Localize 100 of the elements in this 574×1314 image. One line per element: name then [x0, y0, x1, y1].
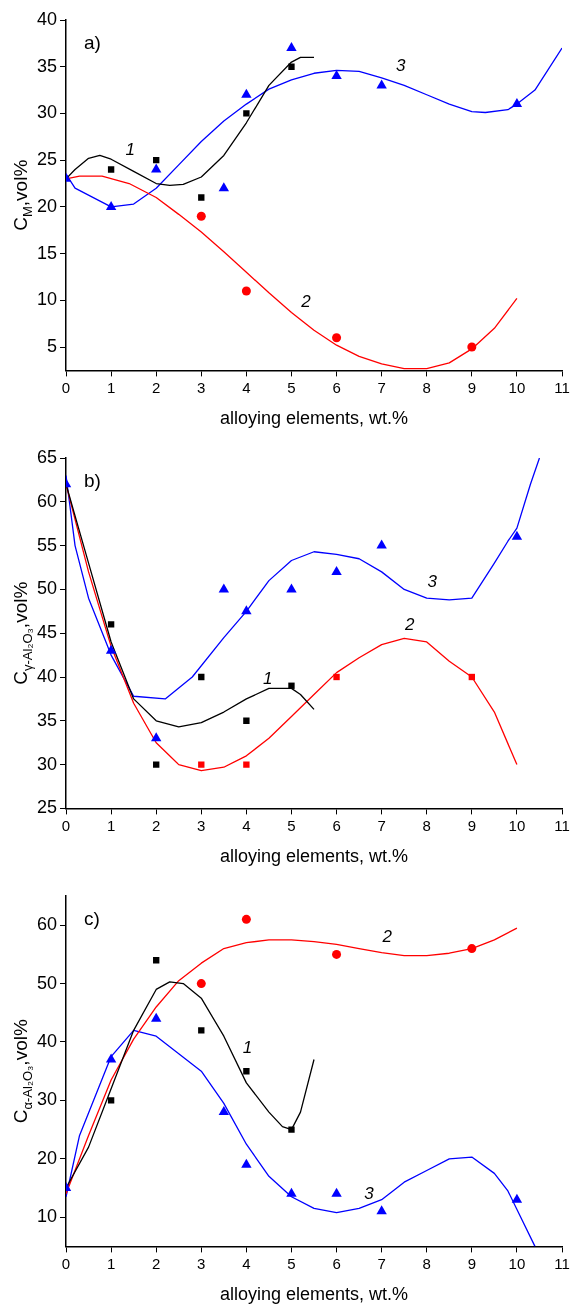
point: [288, 682, 295, 689]
point: [241, 88, 252, 98]
point: [196, 211, 206, 221]
point: [467, 342, 477, 352]
x-axis-title: alloying elements, wt.%: [219, 408, 409, 429]
point: [286, 1187, 297, 1197]
x-axis-title: alloying elements, wt.%: [219, 1284, 409, 1305]
y-tick-label: 30: [36, 1089, 58, 1110]
point: [241, 286, 251, 296]
point: [376, 539, 387, 549]
point: [286, 42, 297, 52]
point: [332, 949, 342, 959]
x-tick-label: 3: [197, 1254, 206, 1272]
annotation: 2: [300, 291, 312, 311]
point: [511, 530, 523, 540]
point: [241, 914, 251, 924]
y-tick-label: 40: [36, 1030, 58, 1051]
y-tick-label: 50: [36, 972, 58, 993]
point: [243, 717, 250, 724]
x-tick-label: 0: [61, 1254, 71, 1272]
annotation: 3: [427, 572, 438, 592]
point: [243, 761, 250, 768]
point: [241, 1158, 252, 1168]
x-tick-label: 11: [554, 816, 570, 834]
y-tick-label: 30: [36, 102, 58, 123]
y-tick-label: 45: [36, 622, 58, 643]
point: [105, 644, 117, 654]
x-tick-label: 0: [61, 816, 71, 834]
point: [243, 110, 250, 117]
point: [467, 944, 477, 954]
annotation: 1: [262, 669, 273, 689]
x-tick-label: 5: [287, 378, 296, 396]
point: [198, 1027, 205, 1034]
x-tick-label: 10: [508, 1254, 526, 1272]
x-tick-label: 4: [242, 1254, 251, 1272]
point: [107, 1097, 115, 1104]
x-tick-label: 7: [377, 1254, 386, 1272]
annotation: a): [84, 32, 101, 54]
x-tick-label: 11: [554, 378, 570, 396]
y-tick-label: 35: [36, 709, 58, 730]
annotation: 3: [395, 56, 406, 76]
x-tick-label: 2: [152, 816, 161, 834]
x-tick-label: 8: [422, 1254, 431, 1272]
x-tick-label: 6: [332, 1254, 341, 1272]
x-tick-label: 8: [422, 816, 431, 834]
annotation: 2: [381, 927, 393, 947]
x-tick-label: 6: [332, 816, 341, 834]
y-tick-label: 35: [36, 55, 58, 76]
y-axis-title: Cγ-Al₂O₃,vol%: [10, 581, 35, 685]
y-tick-label: 20: [36, 1147, 58, 1168]
y-tick-label: 15: [36, 242, 58, 263]
point: [218, 1106, 230, 1116]
point: [243, 1068, 250, 1075]
x-tick-label: 1: [106, 1254, 116, 1272]
point: [151, 1012, 162, 1022]
annotation: 2: [403, 615, 415, 635]
y-tick-label: 10: [36, 1206, 58, 1227]
y-tick-label: 50: [36, 578, 58, 599]
x-tick-label: 9: [467, 816, 476, 834]
x-tick-label: 10: [508, 378, 526, 396]
x-tick-label: 9: [467, 1254, 476, 1272]
annotation: 1: [242, 1038, 253, 1058]
point: [151, 163, 162, 173]
point: [105, 200, 117, 210]
y-tick-label: 5: [47, 336, 58, 357]
y-tick-label: 65: [36, 446, 58, 467]
point: [218, 182, 230, 192]
x-tick-label: 10: [508, 816, 526, 834]
point: [331, 565, 342, 575]
point: [218, 583, 230, 593]
x-tick-label: 1: [106, 378, 116, 396]
y-tick-label: 40: [36, 8, 58, 29]
x-tick-label: 5: [287, 1254, 296, 1272]
x-tick-label: 6: [332, 378, 341, 396]
point: [198, 761, 205, 768]
annotation: 3: [364, 1184, 375, 1204]
annotation: 1: [125, 139, 135, 159]
y-tick-label: 30: [36, 753, 58, 774]
y-tick-label: 60: [36, 490, 58, 511]
point: [151, 732, 162, 742]
y-tick-label: 40: [36, 665, 58, 686]
x-tick-label: 1: [106, 816, 116, 834]
point: [331, 1187, 342, 1197]
point: [511, 98, 523, 108]
x-tick-label: 3: [197, 378, 206, 396]
point: [333, 673, 340, 681]
x-tick-label: 8: [422, 378, 431, 396]
point: [153, 761, 160, 768]
point: [107, 166, 115, 173]
point: [288, 1126, 295, 1133]
point: [107, 621, 115, 628]
y-tick-label: 20: [36, 195, 58, 216]
x-tick-label: 4: [242, 378, 251, 396]
annotation: b): [84, 470, 101, 492]
point: [286, 583, 297, 593]
y-tick-label: 10: [36, 289, 58, 310]
annotation: c): [84, 908, 100, 930]
y-axis-title: CM,vol%: [10, 159, 35, 231]
x-tick-label: 2: [152, 378, 161, 396]
x-tick-label: 7: [377, 816, 386, 834]
